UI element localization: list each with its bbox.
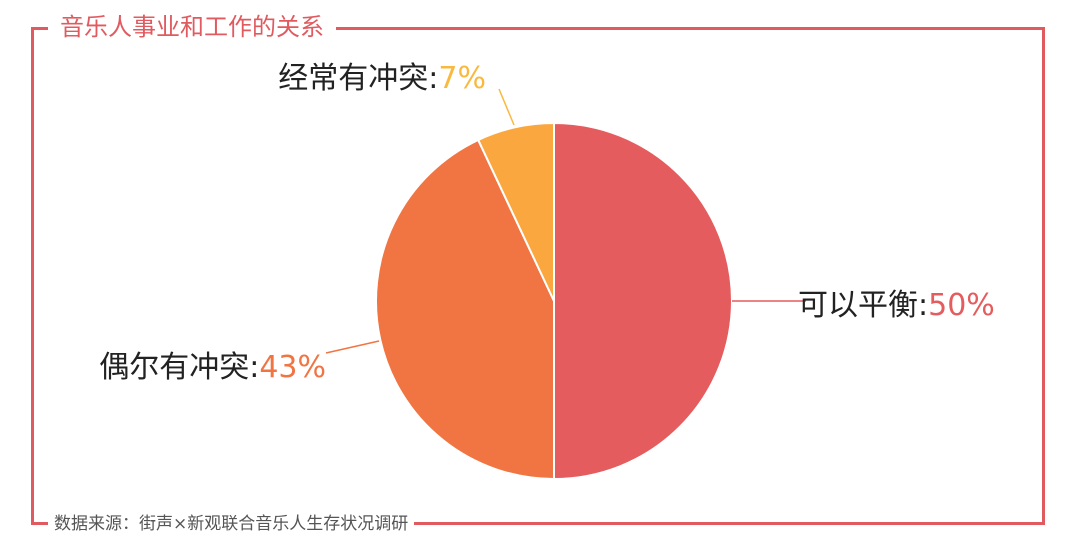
- pie-slice-3: [476, 121, 555, 302]
- pie-slice-1: [553, 121, 733, 481]
- slice-label-3: 经常有冲突:7%: [278, 61, 486, 96]
- label-leader-line-3: [498, 88, 515, 126]
- slice-value-label: 7%: [438, 61, 486, 96]
- slice-category-label: 可以平衡:: [798, 288, 928, 323]
- pie-slice-2: [375, 138, 555, 481]
- slice-category-label: 经常有冲突:: [278, 61, 438, 96]
- label-leader-line-2: [325, 340, 380, 354]
- chart-frame: [31, 27, 1045, 525]
- slice-category-label: 偶尔有冲突:: [99, 350, 259, 385]
- chart-title: 音乐人事业和工作的关系: [48, 10, 336, 44]
- slice-value-label: 43%: [259, 350, 326, 385]
- data-source-note: 数据来源：街声×新观联合音乐人生存状况调研: [48, 509, 415, 539]
- slice-label-1: 可以平衡:50%: [798, 288, 995, 323]
- slice-label-2: 偶尔有冲突:43%: [99, 350, 326, 385]
- slice-value-label: 50%: [928, 288, 995, 323]
